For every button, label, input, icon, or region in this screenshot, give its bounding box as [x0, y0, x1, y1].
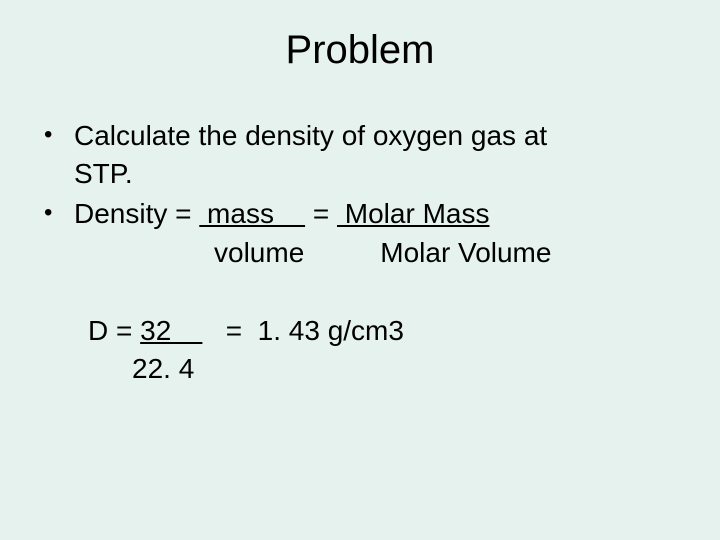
bullet-item-2: • Density = mass = Molar Mass: [44, 195, 680, 233]
calc-result: = 1. 43 g/cm3: [202, 315, 404, 346]
density-denominator-row: volume Molar Volume: [44, 234, 680, 272]
density-denom-volume: volume: [214, 237, 304, 268]
bullet-1-line-2: STP.: [74, 158, 133, 189]
calc-denom-row: 22. 4: [44, 350, 680, 388]
density-denom-molarvolume: Molar Volume: [380, 237, 551, 268]
density-numerator-mass: mass: [199, 198, 305, 229]
bullet-text-2: Density = mass = Molar Mass: [74, 195, 680, 233]
density-numerator-molarmass: Molar Mass: [337, 198, 489, 229]
slide-body: • Calculate the density of oxygen gas at…: [40, 117, 680, 388]
density-mid: =: [305, 198, 337, 229]
bullet-marker: •: [44, 195, 74, 231]
bullet-item-1: • Calculate the density of oxygen gas at…: [44, 117, 680, 193]
calc-denominator: 22. 4: [132, 353, 194, 384]
calc-numerator: 32: [140, 315, 202, 346]
bullet-1-line-1: Calculate the density of oxygen gas at: [74, 120, 547, 151]
calc-row: D = 32 = 1. 43 g/cm3: [44, 312, 680, 350]
bullet-marker: •: [44, 117, 74, 153]
calc-lhs: D =: [88, 315, 140, 346]
slide: Problem • Calculate the density of oxyge…: [0, 0, 720, 540]
slide-title: Problem: [40, 28, 680, 73]
bullet-text-1: Calculate the density of oxygen gas at S…: [74, 117, 680, 193]
density-prefix: Density =: [74, 198, 199, 229]
